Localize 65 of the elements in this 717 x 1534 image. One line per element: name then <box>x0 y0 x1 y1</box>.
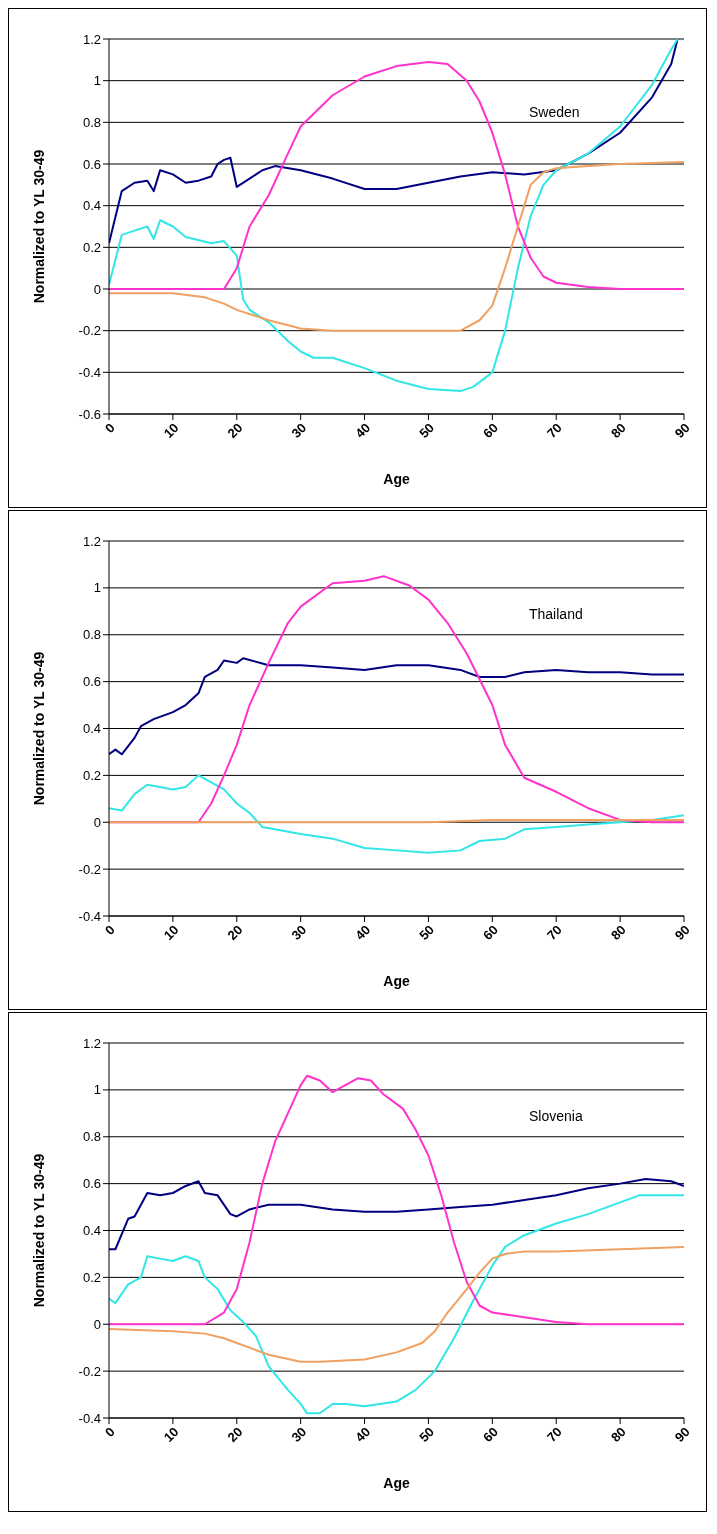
x-tick-label: 40 <box>352 420 374 441</box>
x-tick-label: 90 <box>671 922 693 943</box>
x-tick-label: 50 <box>416 922 438 943</box>
x-axis-title: Age <box>383 1475 410 1491</box>
x-tick-label: 80 <box>607 922 629 943</box>
x-tick-label: 90 <box>671 420 693 441</box>
annotation: Thailand <box>529 606 583 622</box>
line-series <box>109 39 679 393</box>
y-tick-label: -0.6 <box>78 406 101 422</box>
x-tick-label: 70 <box>544 420 565 441</box>
x-tick-label: 10 <box>160 420 182 441</box>
y-tick-label: 0.6 <box>82 674 101 690</box>
x-tick-label: 80 <box>607 420 629 441</box>
x-tick-label: 70 <box>544 922 565 943</box>
x-tick-label: 60 <box>480 420 501 441</box>
x-tick-label: 50 <box>416 1424 438 1445</box>
annotation: Slovenia <box>529 1108 583 1124</box>
y-tick-label: 0 <box>93 814 101 830</box>
y-tick-label: 0.4 <box>82 198 101 214</box>
x-tick-label: 90 <box>671 1424 693 1445</box>
y-tick-label: 0.8 <box>82 1129 101 1145</box>
y-axis-title: Normalized to YL 30-49 <box>30 149 47 304</box>
x-tick-label: 30 <box>288 420 310 441</box>
y-tick-label: 0.6 <box>82 156 101 172</box>
y-tick-label: -0.2 <box>78 323 101 339</box>
y-tick-label: 0.4 <box>82 1223 101 1239</box>
x-tick-label: 10 <box>160 1424 182 1445</box>
y-tick-label: 1.2 <box>82 31 101 47</box>
x-tick-label: 70 <box>544 1424 565 1445</box>
y-tick-label: 0.8 <box>82 114 101 130</box>
y-tick-label: 1 <box>93 580 101 596</box>
x-tick-label: 60 <box>480 922 501 943</box>
y-tick-label: -0.2 <box>78 861 101 877</box>
y-tick-label: -0.4 <box>78 1410 101 1426</box>
x-tick-label: 10 <box>160 922 182 943</box>
annotation: Sweden <box>529 104 580 120</box>
y-tick-label: 1 <box>93 73 101 89</box>
x-axis-title: Age <box>383 471 410 487</box>
y-tick-label: 0 <box>93 1316 101 1332</box>
y-tick-label: 0.2 <box>82 767 101 783</box>
y-tick-label: 0.2 <box>82 239 101 255</box>
y-tick-label: 1.2 <box>82 533 101 549</box>
y-tick-label: -0.2 <box>78 1363 101 1379</box>
y-axis-title: Normalized to YL 30-49 <box>30 1153 47 1308</box>
x-tick-label: 80 <box>607 1424 629 1445</box>
y-tick-label: 0.4 <box>82 721 101 737</box>
y-axis-title: Normalized to YL 30-49 <box>30 651 47 806</box>
x-tick-label: 40 <box>352 1424 374 1445</box>
y-tick-label: 0.6 <box>82 1176 101 1192</box>
x-axis-title: Age <box>383 973 410 989</box>
y-tick-label: 1 <box>93 1082 101 1098</box>
y-tick-label: 0.8 <box>82 627 101 643</box>
y-tick-label: -0.4 <box>78 364 101 380</box>
y-tick-label: 1.2 <box>82 1035 101 1051</box>
x-tick-label: 50 <box>416 420 438 441</box>
x-tick-label: 20 <box>224 420 246 441</box>
y-tick-label: 0 <box>93 281 101 297</box>
x-tick-label: 40 <box>352 922 374 943</box>
y-tick-label: -0.4 <box>78 908 101 924</box>
x-tick-label: 20 <box>224 1424 246 1445</box>
x-tick-label: 30 <box>288 922 310 943</box>
x-tick-label: 30 <box>288 1424 310 1445</box>
y-tick-label: 0.2 <box>82 1269 101 1285</box>
x-tick-label: 60 <box>480 1424 501 1445</box>
x-tick-label: 20 <box>224 922 246 943</box>
